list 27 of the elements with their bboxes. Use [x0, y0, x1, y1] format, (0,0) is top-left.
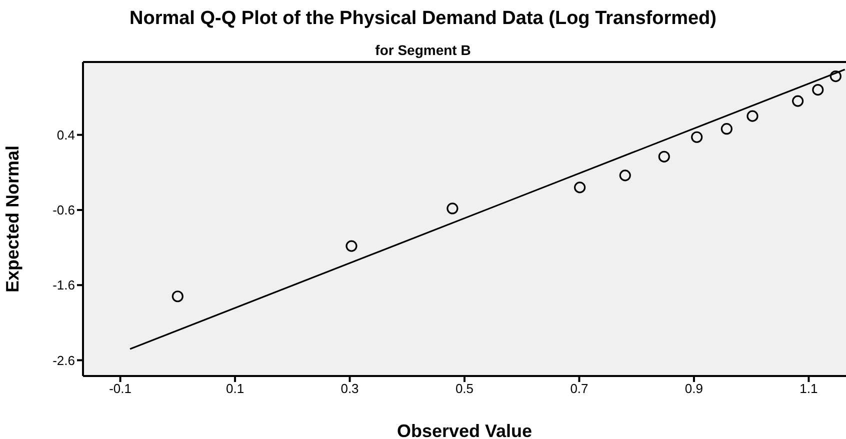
- point: [812, 84, 824, 96]
- point: [574, 182, 586, 194]
- y-tick-label: 0.4: [56, 127, 75, 142]
- point: [619, 170, 631, 182]
- x-axis-title: Observed Value: [396, 421, 532, 439]
- x-tick-label: 0.7: [570, 381, 588, 396]
- y-axis-title: Expected Normal: [2, 145, 22, 293]
- chart-title: Normal Q-Q Plot of the Physical Demand Data (Log Transformed): [128, 8, 718, 30]
- point: [172, 290, 184, 302]
- x-tick-label: 0.1: [226, 381, 244, 396]
- y-tick-label: -2.6: [52, 352, 75, 368]
- point: [720, 123, 732, 135]
- point: [830, 70, 842, 82]
- chart-subtitle: for Segment B: [374, 42, 472, 58]
- x-tick-label: 0.9: [684, 381, 704, 396]
- x-tick-label: 0.3: [340, 381, 359, 396]
- point: [691, 131, 703, 143]
- point: [346, 240, 358, 252]
- x-tick-label: -0.1: [109, 381, 132, 396]
- y-tick-label: -0.6: [52, 202, 75, 218]
- x-tick-label: 1.1: [800, 381, 818, 396]
- y-tick-label: -1.6: [52, 278, 75, 293]
- point: [746, 110, 758, 122]
- x-tick-label: 0.5: [455, 381, 474, 396]
- point: [658, 150, 670, 162]
- point: [792, 95, 804, 107]
- point: [446, 202, 458, 214]
